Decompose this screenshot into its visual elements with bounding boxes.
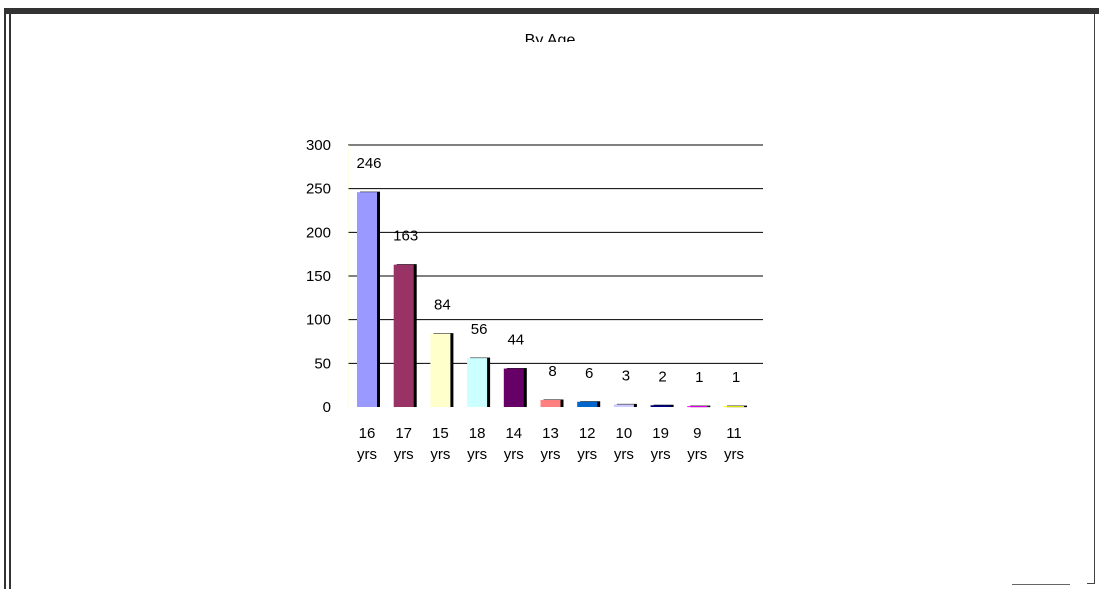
gridlines bbox=[347, 144, 763, 407]
data-label: 84 bbox=[434, 297, 451, 314]
category-label-unit: yrs bbox=[724, 446, 744, 463]
data-label: 3 bbox=[622, 367, 630, 384]
category-label-unit: yrs bbox=[394, 446, 414, 463]
category-label-number: 19 bbox=[652, 425, 669, 442]
data-label: 1 bbox=[695, 369, 703, 386]
data-label: 44 bbox=[507, 332, 524, 349]
category-label-number: 9 bbox=[693, 425, 701, 442]
data-label: 1 bbox=[732, 369, 740, 386]
y-tick-label: 150 bbox=[306, 268, 331, 285]
category-label-unit: yrs bbox=[541, 446, 561, 463]
category-label-number: 12 bbox=[579, 425, 596, 442]
bar bbox=[577, 401, 598, 407]
data-label: 246 bbox=[356, 155, 381, 172]
page-frame-right bbox=[1094, 14, 1095, 584]
category-label-number: 13 bbox=[542, 425, 559, 442]
bar bbox=[467, 358, 488, 407]
data-label: 163 bbox=[393, 228, 418, 245]
y-axis-tick-labels: 0 50 100 150 200 250 300 bbox=[306, 137, 331, 416]
category-label-unit: yrs bbox=[504, 446, 524, 463]
data-label: 2 bbox=[658, 368, 666, 385]
category-label-unit: yrs bbox=[577, 446, 597, 463]
page-frame-bottom-tick bbox=[1012, 584, 1070, 585]
category-label-number: 11 bbox=[726, 425, 742, 442]
page-frame-left-outer bbox=[4, 8, 6, 589]
bar bbox=[503, 368, 524, 407]
bar bbox=[430, 333, 451, 407]
data-label: 56 bbox=[471, 321, 488, 338]
category-label-number: 14 bbox=[505, 425, 522, 442]
page-frame-bottom-corner bbox=[1087, 583, 1095, 584]
category-label-unit: yrs bbox=[614, 446, 634, 463]
y-tick-label: 100 bbox=[306, 312, 331, 329]
y-tick-label: 300 bbox=[306, 137, 331, 154]
page-frame-left-inner bbox=[9, 14, 11, 589]
bar bbox=[724, 406, 744, 408]
bar bbox=[613, 404, 634, 407]
category-label-unit: yrs bbox=[687, 446, 707, 463]
chart-title: By Age bbox=[524, 32, 576, 43]
bar bbox=[650, 405, 671, 407]
bar bbox=[357, 192, 377, 407]
y-tick-label: 0 bbox=[323, 399, 331, 416]
y-tick-label: 200 bbox=[306, 224, 331, 241]
category-label-number: 16 bbox=[359, 425, 376, 442]
category-label-unit: yrs bbox=[357, 446, 377, 463]
bar bbox=[687, 406, 708, 408]
bar bbox=[393, 264, 414, 407]
category-labels: 16 yrs 17 yrs 15 yrs 18 yrs 14 yrs 13 yrs 12 yrs 10 yrs… bbox=[357, 425, 744, 463]
category-label-unit: yrs bbox=[651, 446, 671, 463]
category-label-number: 18 bbox=[469, 425, 486, 442]
page-frame-top bbox=[4, 8, 1099, 14]
category-label-number: 15 bbox=[432, 425, 449, 442]
data-labels: 246 163 84 56 44 8 6 3 2 1 1 bbox=[356, 155, 740, 386]
chart-title-clipped: By Age bbox=[470, 30, 630, 43]
bars bbox=[357, 191, 747, 408]
category-label-number: 10 bbox=[616, 425, 633, 442]
category-label-unit: yrs bbox=[467, 446, 487, 463]
y-tick-label: 50 bbox=[314, 355, 331, 372]
data-label: 6 bbox=[585, 365, 593, 382]
data-label: 8 bbox=[548, 363, 556, 380]
category-label-number: 17 bbox=[395, 425, 412, 442]
category-label-unit: yrs bbox=[430, 446, 450, 463]
bar bbox=[540, 400, 561, 407]
y-tick-label: 250 bbox=[306, 181, 331, 198]
